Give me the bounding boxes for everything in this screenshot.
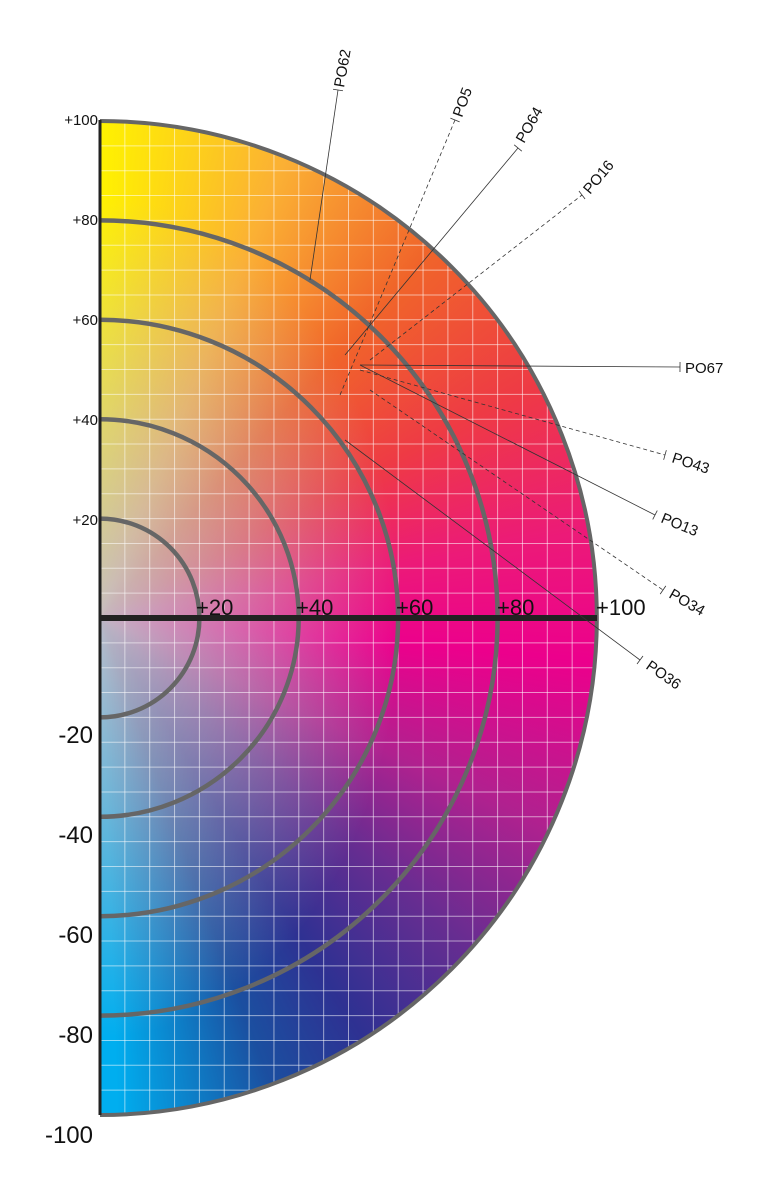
- x-label: +100: [596, 595, 646, 620]
- leader-line: [339, 119, 456, 396]
- pigment-label: PO43: [670, 450, 712, 478]
- y-label: +100: [64, 112, 98, 129]
- leader-tick: [450, 117, 460, 123]
- leader-tick: [578, 190, 586, 200]
- leader-tick: [652, 510, 658, 520]
- leader-line: [369, 194, 583, 361]
- y-neg-label: -100: [45, 1122, 93, 1149]
- pigment-label: PO64: [513, 104, 547, 146]
- y-label: +80: [73, 212, 98, 229]
- pigment-label: PO13: [659, 510, 701, 540]
- y-neg-label: -40: [58, 822, 93, 849]
- x-label: +40: [296, 595, 333, 620]
- y-neg-label: -80: [58, 1022, 93, 1049]
- pigment-label: PO62: [331, 48, 354, 89]
- pigment-label: PO36: [643, 657, 684, 693]
- leader-tick: [513, 144, 523, 152]
- leader-line: [369, 389, 664, 591]
- leader-tick: [663, 450, 667, 460]
- leader-tick: [332, 88, 344, 92]
- x-label: +20: [196, 595, 233, 620]
- leader-line: [344, 147, 519, 356]
- pigment-label: PO16: [580, 157, 618, 197]
- y-label: +20: [73, 512, 98, 529]
- leader-tick: [636, 655, 644, 665]
- leader-line: [309, 89, 339, 281]
- labels: +100 +80 +60 +40 +20 +20 +40 +60 +80 +100 -20 -40 -6…: [45, 48, 723, 1149]
- y-label: +60: [73, 312, 98, 329]
- pigment-label: PO34: [666, 586, 708, 620]
- pigment-label: PO67: [685, 360, 723, 377]
- x-label: +80: [497, 595, 534, 620]
- x-label: +60: [396, 595, 433, 620]
- leader-line: [359, 364, 656, 516]
- pigment-label: PO5: [450, 85, 476, 119]
- leader-line: [344, 439, 641, 661]
- y-neg-label: -60: [58, 922, 93, 949]
- leader-tick: [659, 585, 667, 595]
- leader-line: [359, 369, 666, 456]
- y-neg-label: -20: [58, 722, 93, 749]
- leader-line: [359, 364, 681, 368]
- leaders: [309, 88, 681, 665]
- y-label: +40: [73, 412, 98, 429]
